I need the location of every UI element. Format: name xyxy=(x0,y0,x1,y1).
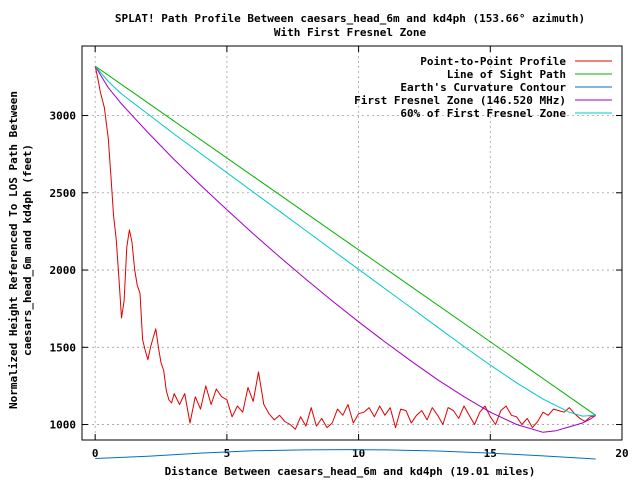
x-axis-label: Distance Between caesars_head_6m and kd4… xyxy=(165,465,536,478)
plot-frame xyxy=(81,45,623,441)
y-axis-label-line1: Normalized Height Referenced To LOS Path… xyxy=(7,91,20,409)
series-line-point-to-point-profile xyxy=(94,65,596,430)
chart-title: SPLAT! Path Profile Between caesars_head… xyxy=(115,12,585,25)
x-tick-label: 10 xyxy=(352,447,365,460)
series-line-60-of-first-fresnel-zone xyxy=(94,65,596,417)
chart-subtitle: With First Fresnel Zone xyxy=(274,26,427,39)
x-tick-label: 5 xyxy=(224,447,231,460)
legend-label: First Fresnel Zone (146.520 MHz) xyxy=(354,94,566,107)
grid-layer xyxy=(82,46,622,440)
y-axis-label-line2: caesars_head_6m and kd4ph (feet) xyxy=(21,144,34,356)
series-layer xyxy=(94,65,596,460)
series-line-earth-s-curvature-contour xyxy=(95,449,596,460)
y-tick-label: 1000 xyxy=(50,419,77,432)
legend-label: 60% of First Fresnel Zone xyxy=(400,107,566,120)
x-tick-label: 0 xyxy=(92,447,99,460)
x-tick-label: 20 xyxy=(615,447,628,460)
legend-label: Earth's Curvature Contour xyxy=(400,81,566,94)
series-line-line-of-sight-path xyxy=(94,65,596,416)
x-tick-layer: 0 5 10 15 20 xyxy=(92,46,629,460)
y-tick-label: 3000 xyxy=(50,110,77,123)
legend-label: Point-to-Point Profile xyxy=(420,55,566,68)
y-tick-label: 1500 xyxy=(50,341,77,354)
legend-label: Line of Sight Path xyxy=(447,68,566,81)
y-tick-label: 2000 xyxy=(50,264,77,277)
y-tick-label: 2500 xyxy=(50,187,77,200)
series-line-first-fresnel-zone-146-520-mhz xyxy=(94,65,596,433)
y-tick-layer: 1000 1500 2000 2500 3000 xyxy=(50,110,622,432)
